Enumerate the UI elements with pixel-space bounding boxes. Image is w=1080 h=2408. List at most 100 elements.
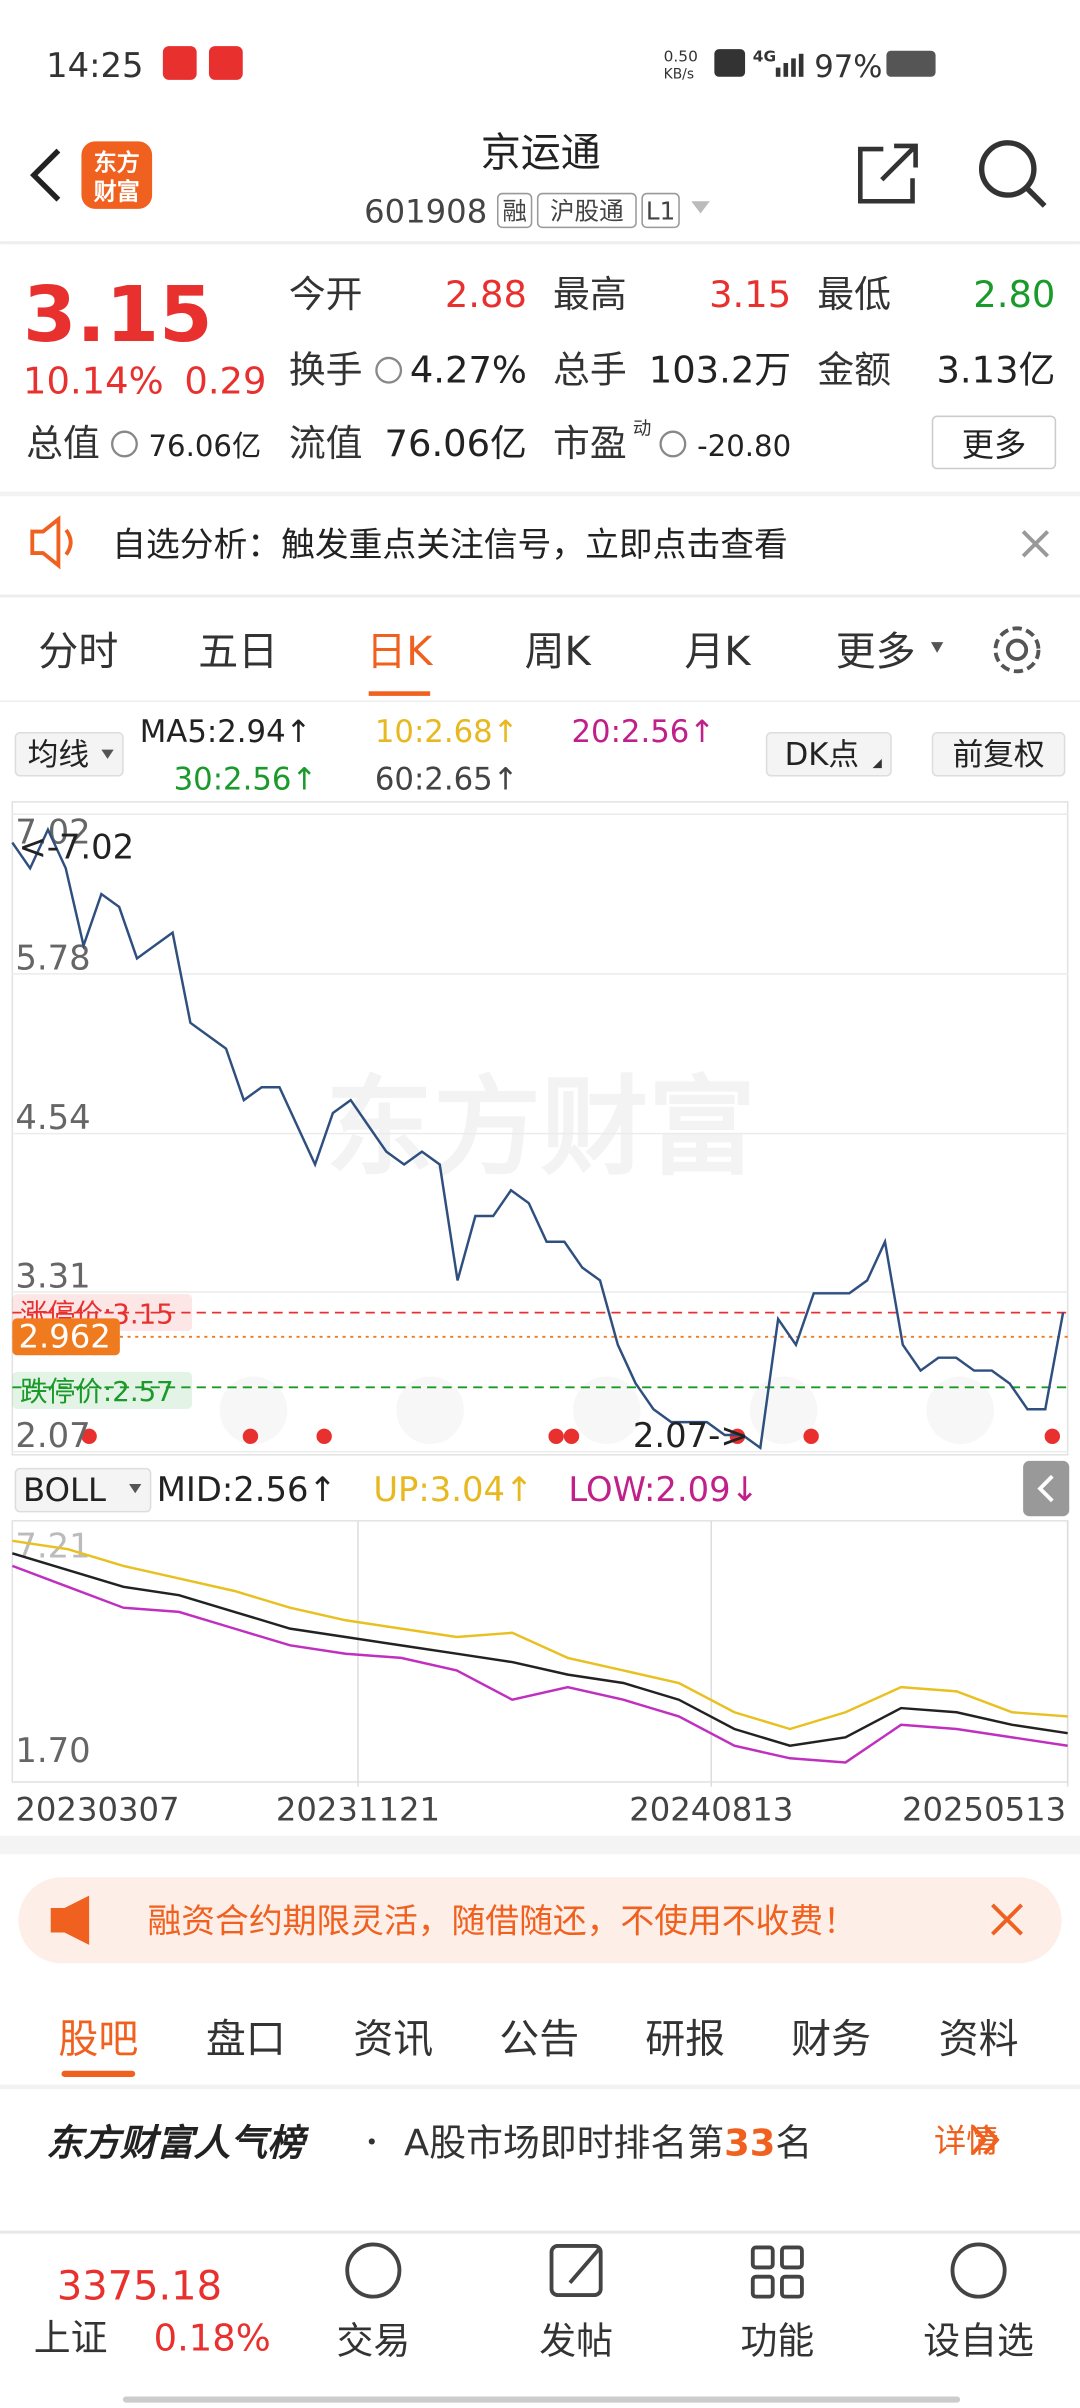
- x-tick-label: 20231121: [276, 1790, 440, 1828]
- more-button-label[interactable]: 更多: [962, 426, 1027, 464]
- ad-close[interactable]: [991, 1903, 1023, 1936]
- info-icon: [659, 430, 687, 458]
- boll-value: UP:3.04↑: [373, 1470, 533, 1509]
- settings-button[interactable]: [993, 626, 1041, 674]
- period-tab[interactable]: 月K: [684, 629, 752, 675]
- boll-line: [11, 1552, 1068, 1747]
- logo-text: 财富: [94, 179, 140, 206]
- section-tab[interactable]: 盘口: [206, 2016, 286, 2062]
- ma-value: 30:2.56↑: [174, 762, 318, 798]
- field-label: 市盈: [553, 422, 627, 465]
- level-badge: [12, 1318, 120, 1356]
- field-value: 2.80: [973, 273, 1055, 316]
- boll-button[interactable]: [14, 1467, 152, 1513]
- ma-value: 60:2.65↑: [375, 762, 519, 798]
- dropdown-arrow: [930, 642, 944, 653]
- close-button[interactable]: [1021, 530, 1050, 558]
- ma-button[interactable]: [14, 732, 124, 777]
- info-icon: [375, 356, 403, 384]
- field-value: 3.15: [709, 273, 791, 316]
- field-value: 76.06亿: [148, 429, 261, 463]
- field-label: 今开: [289, 273, 363, 316]
- section-tab[interactable]: 研报: [645, 2016, 725, 2062]
- nav-button[interactable]: 发帖: [539, 2319, 613, 2362]
- gesture-bar: [122, 2396, 961, 2403]
- section-tab[interactable]: 资讯: [353, 2016, 433, 2062]
- index-name: 上证: [34, 2316, 108, 2359]
- watermark: 东方财富: [326, 1065, 756, 1190]
- level-badge: [12, 1371, 193, 1409]
- field-value: 2.88: [445, 273, 527, 316]
- tag-box: [641, 192, 680, 229]
- boll-value: MID:2.56↑: [157, 1470, 337, 1509]
- back-button[interactable]: [30, 148, 61, 202]
- battery-level: 97%: [814, 49, 882, 85]
- boll-line: [11, 1564, 1068, 1764]
- section-tab[interactable]: 资料: [939, 2016, 1019, 2062]
- notice-text[interactable]: 自选分析：触发重点关注信号，立即点击查看: [112, 525, 788, 564]
- field-label: 总手: [553, 349, 627, 392]
- dk-label: DK点: [785, 737, 860, 773]
- stock-tag: 融: [502, 197, 527, 226]
- x-tick-label: 20230307: [15, 1790, 179, 1828]
- logo: [81, 141, 153, 209]
- period-tab[interactable]: 日K: [366, 629, 434, 675]
- level-label: 跌停价:2.57: [20, 1375, 174, 1408]
- signal-icon: [775, 53, 804, 77]
- period-tab[interactable]: 周K: [525, 629, 593, 675]
- collapse-button[interactable]: [1023, 1460, 1070, 1517]
- divider: [0, 2084, 1080, 2090]
- level-label: 2.962: [18, 1318, 110, 1356]
- period-tab[interactable]: 更多: [836, 629, 916, 675]
- y-tick-label: 5.78: [15, 938, 90, 977]
- dropdown-arrow: [101, 749, 114, 759]
- section-tab[interactable]: 股吧: [58, 2016, 138, 2062]
- dk-button[interactable]: [765, 732, 892, 777]
- ad-text[interactable]: 融资合约期限灵活，随借随还，不使用不收费！: [147, 1902, 856, 1941]
- more-button[interactable]: [931, 415, 1057, 470]
- period-tab[interactable]: 分时: [38, 629, 118, 675]
- ma-value: 20:2.56↑: [571, 714, 715, 750]
- ma-value: MA5:2.94↑: [140, 714, 312, 750]
- nav-button[interactable]: 交易: [336, 2319, 410, 2362]
- share-button[interactable]: [857, 143, 918, 204]
- dropdown-arrow: [129, 1483, 142, 1494]
- chart-controls[interactable]: [219, 1376, 994, 1445]
- y-tick-label: 2.07: [15, 1416, 90, 1455]
- search-button[interactable]: [978, 140, 1047, 208]
- rank-detail[interactable]: 详情: [934, 2122, 999, 2160]
- field-label: 换手: [289, 349, 363, 392]
- collapse-arrow: [1037, 1474, 1054, 1503]
- nav-icons: [345, 2242, 1007, 2299]
- change: 0.29: [184, 359, 266, 402]
- boll-line: [12, 1539, 1068, 1731]
- ma-value: 10:2.68↑: [375, 714, 519, 750]
- nav-button[interactable]: 设自选: [923, 2319, 1034, 2362]
- megaphone-icon: [50, 1895, 90, 1945]
- speaker-icon: [30, 515, 73, 570]
- section-tab[interactable]: 财务: [791, 2016, 871, 2062]
- stock-name: 京运通: [481, 130, 601, 176]
- separator-dot: [368, 2138, 375, 2145]
- adjust-button[interactable]: [931, 732, 1066, 777]
- dropdown-arrow: [691, 201, 710, 214]
- adjust-label: 前复权: [952, 737, 1044, 773]
- net-speed-unit: KB/s: [664, 66, 694, 82]
- divider: [0, 491, 1080, 497]
- stock-tag: 沪股通: [550, 197, 624, 226]
- period-tab[interactable]: 五日: [198, 629, 278, 675]
- rank-title: 东方财富人气榜: [46, 2121, 309, 2164]
- stock-tag: L1: [646, 197, 675, 226]
- field-label: 最低: [817, 273, 891, 316]
- y-tick-label: 3.31: [15, 1256, 90, 1295]
- field-label: 金额: [817, 349, 891, 392]
- section-tab[interactable]: 公告: [499, 2016, 579, 2062]
- rank-part: A股市场即时排名第: [404, 2121, 724, 2164]
- index-value: 3375.18: [57, 2264, 222, 2310]
- price: 3.15: [23, 271, 212, 360]
- field-label: 流值: [289, 422, 363, 465]
- nav-button[interactable]: 功能: [740, 2319, 814, 2362]
- ad-banner[interactable]: [18, 1877, 1062, 1964]
- y-tick-label: 7.02: [15, 812, 90, 851]
- detail-arrow: [971, 2124, 1000, 2156]
